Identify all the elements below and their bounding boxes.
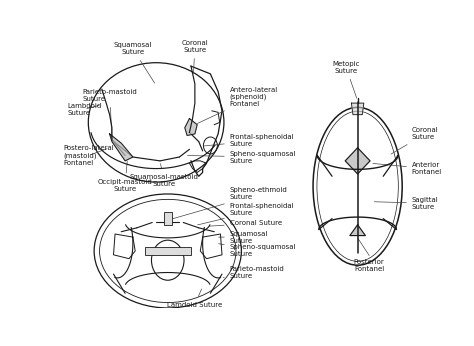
Bar: [145, 247, 191, 255]
Text: Parieto-mastoid
Suture: Parieto-mastoid Suture: [82, 89, 137, 137]
Text: Lambdoid
Suture: Lambdoid Suture: [67, 103, 101, 116]
Polygon shape: [350, 225, 365, 236]
Text: Spheno-ethmoid
Suture: Spheno-ethmoid Suture: [171, 188, 288, 219]
Text: Spheno-squamosal
Suture: Spheno-squamosal Suture: [188, 151, 296, 164]
Polygon shape: [351, 103, 364, 115]
Text: Metopic
Suture: Metopic Suture: [332, 61, 360, 98]
Bar: [164, 212, 172, 225]
Text: Squamosal
Suture: Squamosal Suture: [219, 230, 268, 244]
Polygon shape: [185, 119, 197, 136]
Text: Coronal
Suture: Coronal Suture: [391, 127, 438, 154]
Text: Posterior
Fontanel: Posterior Fontanel: [354, 259, 384, 272]
Text: Squamosal-mastoid
Suture: Squamosal-mastoid Suture: [129, 164, 198, 187]
Text: Spheno-squamosal
Suture: Spheno-squamosal Suture: [219, 244, 296, 257]
Text: Frontal-sphenoidal
Suture: Frontal-sphenoidal Suture: [204, 134, 294, 147]
Text: Occipit-mastoid
Suture: Occipit-mastoid Suture: [98, 161, 153, 192]
Text: Parieto-mastoid
Suture: Parieto-mastoid Suture: [223, 266, 284, 279]
Text: Coronal
Suture: Coronal Suture: [182, 40, 208, 73]
Text: Anterior
Fontanel: Anterior Fontanel: [373, 162, 442, 175]
Text: Frontal-sphenoidal
Suture: Frontal-sphenoidal Suture: [198, 203, 294, 225]
Text: Lamdoid Suture: Lamdoid Suture: [167, 289, 222, 308]
Text: Squamosal
Suture: Squamosal Suture: [114, 42, 155, 83]
Polygon shape: [109, 134, 133, 161]
Text: Antero-lateral
(sphenoid)
Fontanel: Antero-lateral (sphenoid) Fontanel: [197, 87, 278, 124]
Text: Postero-lateral
(mastoid)
Fontanel: Postero-lateral (mastoid) Fontanel: [63, 145, 114, 166]
Text: Coronal Suture: Coronal Suture: [209, 220, 282, 226]
Polygon shape: [345, 148, 370, 174]
Text: Sagittal
Suture: Sagittal Suture: [374, 197, 438, 210]
